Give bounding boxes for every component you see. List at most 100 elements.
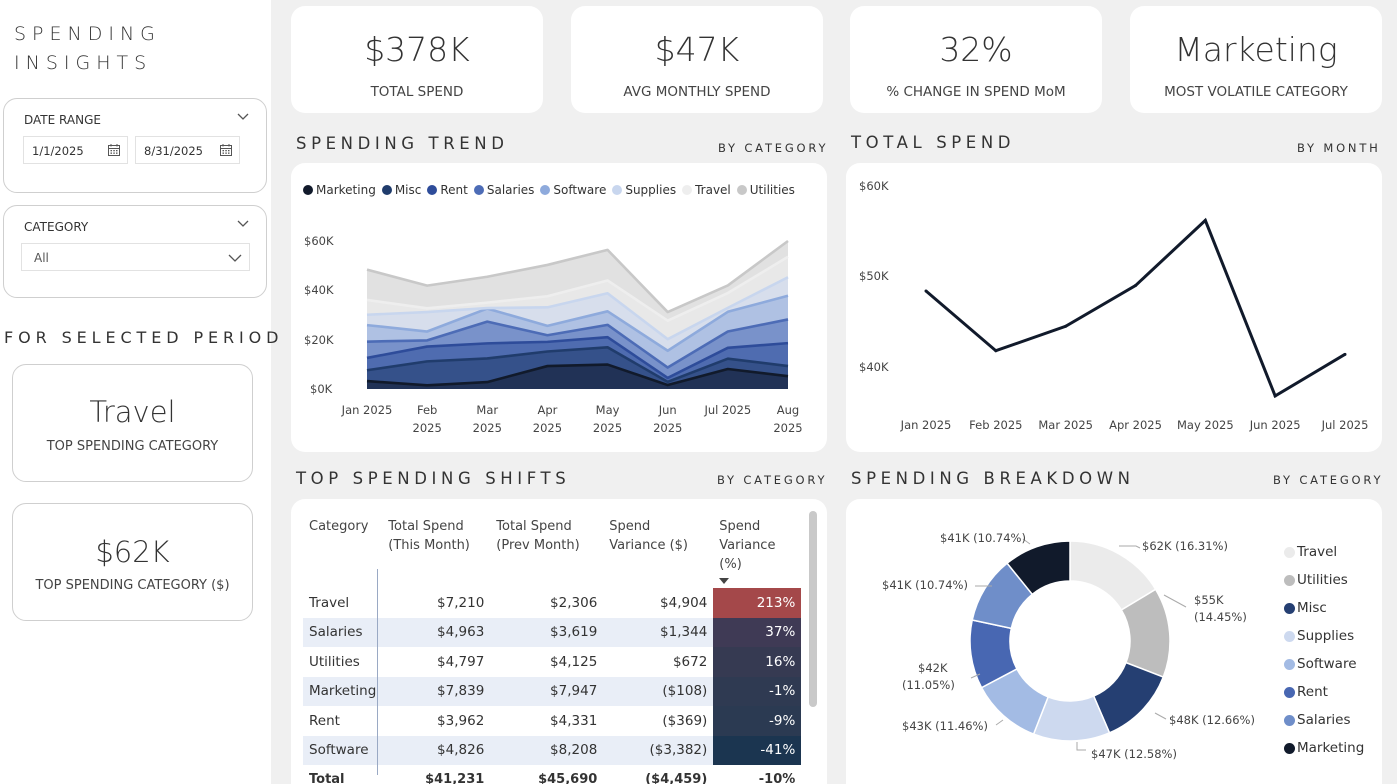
series-line-travel[interactable] bbox=[366, 255, 789, 322]
date-end-input[interactable]: 8/31/2025 bbox=[135, 136, 240, 164]
legend-item: Salaries bbox=[1284, 706, 1364, 734]
table-cell-category: Total bbox=[309, 772, 345, 784]
x-tick-line: 2025 bbox=[412, 421, 442, 435]
legend-item: Utilities bbox=[1284, 566, 1364, 594]
x-tick-label: Mar 2025 bbox=[1038, 418, 1093, 432]
table-total-row[interactable]: Total $41,231 $45,690 ($4,459) -10% bbox=[303, 765, 801, 784]
kpi-label: AVG MONTHLY SPEND bbox=[623, 84, 771, 100]
series-line-utilities[interactable] bbox=[366, 239, 789, 314]
date-start-value: 1/1/2025 bbox=[32, 144, 84, 158]
x-tick-line: Apr bbox=[537, 403, 558, 417]
legend-label: Marketing bbox=[1297, 740, 1365, 756]
legend-item: Supplies bbox=[612, 183, 676, 197]
chevron-down-icon[interactable] bbox=[227, 250, 243, 266]
legend-item: Rent bbox=[427, 183, 468, 197]
legend-marker bbox=[1284, 602, 1295, 614]
table-row[interactable]: Marketing $7,839 $7,947 ($108) -1% bbox=[303, 676, 802, 706]
slice-label: (11.05%) bbox=[902, 678, 955, 692]
table-row[interactable]: Travel $7,210 $2,306 $4,904 213% bbox=[303, 588, 802, 618]
table-cell-pct: 16% bbox=[713, 647, 802, 677]
series-line-salaries[interactable] bbox=[366, 318, 789, 369]
data-point[interactable] bbox=[994, 349, 998, 353]
column-header[interactable]: Spend Variance ($) bbox=[609, 519, 689, 553]
table-cell-this: $41,231 bbox=[425, 772, 485, 784]
table-row[interactable]: Software $4,826 $8,208 ($3,382) -41% bbox=[303, 735, 802, 765]
calendar-icon[interactable] bbox=[107, 143, 121, 157]
data-point[interactable] bbox=[924, 289, 928, 293]
legend-item: Travel bbox=[682, 183, 731, 197]
slice-label: $62K (16.31%) bbox=[1142, 539, 1228, 553]
data-point[interactable] bbox=[1343, 352, 1347, 356]
table-row[interactable]: Salaries $4,963 $3,619 $1,344 37% bbox=[303, 617, 802, 647]
table-scrollbar[interactable] bbox=[809, 511, 817, 707]
legend-item: Marketing bbox=[303, 183, 376, 197]
legend-item: Rent bbox=[1284, 678, 1364, 706]
legend-item: Supplies bbox=[1284, 622, 1364, 650]
series-line-rent[interactable] bbox=[366, 335, 789, 380]
data-point[interactable] bbox=[1064, 324, 1068, 328]
data-point[interactable] bbox=[1134, 284, 1137, 288]
table-cell-pct: 213% bbox=[713, 588, 802, 618]
chevron-down-icon[interactable] bbox=[236, 109, 250, 123]
legend-marker bbox=[381, 185, 392, 195]
top-category-value: Travel bbox=[89, 395, 176, 429]
kpi-total-spend: $378K TOTAL SPEND bbox=[291, 6, 543, 113]
slice-label: $41K (10.74%) bbox=[882, 578, 968, 592]
legend-label: Travel bbox=[1297, 544, 1338, 560]
date-start-input[interactable]: 1/1/2025 bbox=[23, 136, 128, 164]
legend-item: Utilities bbox=[736, 183, 795, 197]
table-cell-pct: -9% bbox=[713, 706, 802, 736]
data-point[interactable] bbox=[1273, 394, 1277, 398]
x-tick-label: Apr 2025 bbox=[1109, 418, 1162, 432]
date-range-filter: DATE RANGE 1/1/2025 8/31/2025 bbox=[3, 98, 267, 193]
table-row[interactable]: Utilities $4,797 $4,125 $672 16% bbox=[303, 647, 802, 677]
legend-label: Software bbox=[1297, 656, 1357, 672]
legend-marker bbox=[1284, 742, 1295, 754]
x-tick-label: Jun 2025 bbox=[1249, 418, 1301, 432]
table-cell-var: $672 bbox=[672, 653, 708, 670]
table-row[interactable]: Rent $3,962 $4,331 ($369) -9% bbox=[303, 706, 802, 736]
column-header[interactable]: Total Spend (This Month) bbox=[388, 519, 470, 553]
total-spend-title: TOTAL SPEND bbox=[851, 133, 1016, 152]
table-cell-pct: -1% bbox=[713, 676, 802, 706]
series-line-marketing[interactable] bbox=[366, 363, 789, 387]
series-line-software[interactable] bbox=[366, 294, 789, 353]
series-line-misc[interactable] bbox=[366, 346, 789, 384]
category-label: CATEGORY bbox=[24, 220, 89, 234]
chevron-down-icon[interactable] bbox=[236, 216, 250, 230]
label-leader-line bbox=[1022, 538, 1031, 545]
category-select[interactable]: All bbox=[21, 243, 250, 271]
column-header[interactable]: Category bbox=[309, 519, 369, 534]
legend-item: Marketing bbox=[1284, 734, 1364, 762]
column-header-sorted[interactable]: Spend Variance (%) bbox=[713, 511, 801, 588]
shifts-table: Category Total Spend (This Month) Total … bbox=[303, 511, 802, 784]
kpi-value: Marketing bbox=[1174, 30, 1338, 69]
slice-label: $43K (11.46%) bbox=[902, 719, 988, 733]
label-leader-line bbox=[1076, 742, 1086, 751]
trend-chart-plot bbox=[366, 239, 789, 389]
x-tick-label: Jul 2025 bbox=[688, 401, 768, 419]
kpi-value: 32% bbox=[939, 30, 1013, 69]
legend-item: Software bbox=[1284, 650, 1364, 678]
legend-label: Salaries bbox=[486, 183, 535, 197]
category-filter: CATEGORY All bbox=[3, 205, 267, 298]
table-cell-var: $4,904 bbox=[660, 594, 708, 611]
slice-marketing[interactable] bbox=[1006, 540, 1071, 596]
calendar-icon[interactable] bbox=[219, 143, 233, 157]
series-line-supplies[interactable] bbox=[366, 276, 789, 341]
table-cell-this: $7,210 bbox=[437, 594, 485, 611]
legend-marker bbox=[303, 185, 313, 195]
x-tick-line: 2025 bbox=[653, 421, 683, 435]
y-tick-label: $0K bbox=[310, 382, 333, 396]
column-header[interactable]: Total Spend (Prev Month) bbox=[496, 519, 580, 553]
x-tick-label: Jun 2025 bbox=[628, 401, 708, 437]
area-marketing[interactable] bbox=[367, 364, 788, 389]
table-header-row: Category Total Spend (This Month) Total … bbox=[303, 511, 801, 588]
kpi-value: $378K bbox=[364, 30, 470, 69]
data-point[interactable] bbox=[1203, 218, 1207, 222]
sidebar: SPENDING INSIGHTS DATE RANGE 1/1/2025 8/… bbox=[0, 0, 278, 784]
trend-legend: Marketing Misc Rent Salaries Software Supplie… bbox=[303, 183, 801, 197]
total-spend-line[interactable] bbox=[925, 217, 1346, 399]
category-select-value: All bbox=[34, 251, 49, 265]
x-tick-line: 2025 bbox=[592, 421, 623, 435]
